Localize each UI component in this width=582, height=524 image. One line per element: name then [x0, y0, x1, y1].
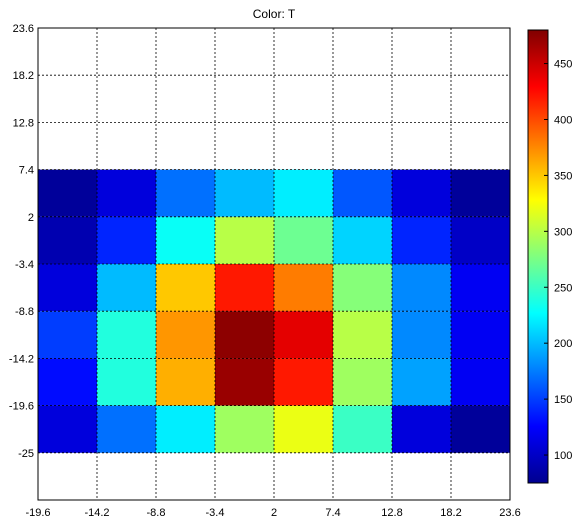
colorbar-tick-label: 200 — [554, 338, 572, 350]
heatmap-cell — [156, 264, 215, 312]
heatmap-cell — [333, 169, 392, 217]
y-tick-label: 2 — [28, 212, 34, 224]
heatmap-cell — [38, 216, 97, 264]
y-tick-label: -3.4 — [15, 259, 34, 271]
heatmap-cell — [451, 169, 510, 217]
heatmap-cell — [274, 264, 333, 312]
heatmap-cell — [274, 358, 333, 406]
heatmap-cell — [451, 264, 510, 312]
heatmap-cell — [333, 264, 392, 312]
x-tick-label: -19.6 — [25, 507, 50, 519]
colorbar-tick-label: 400 — [554, 114, 572, 126]
heatmap-cell — [97, 358, 156, 406]
colorbar-tick-label: 150 — [554, 394, 572, 406]
y-tick-label: 12.8 — [13, 117, 34, 129]
heatmap-cell — [97, 405, 156, 453]
heatmap-cell — [333, 311, 392, 359]
colorbar-tick-label: 450 — [554, 59, 572, 71]
heatmap-cell — [156, 405, 215, 453]
x-tick-label: 18.2 — [440, 507, 461, 519]
y-tick-label: 23.6 — [13, 23, 34, 35]
x-tick-label: 12.8 — [381, 507, 402, 519]
y-tick-label: -8.8 — [15, 306, 34, 318]
heatmap-cell — [333, 358, 392, 406]
heatmap-cell — [38, 169, 97, 217]
y-tick-label: -14.2 — [9, 353, 34, 365]
heatmap-cell — [392, 264, 451, 312]
heatmap-cell — [97, 169, 156, 217]
heatmap-cell — [333, 405, 392, 453]
heatmap-cell — [333, 216, 392, 264]
y-tick-label: 18.2 — [13, 70, 34, 82]
heatmap-cell — [215, 311, 274, 359]
heatmap-cell — [274, 405, 333, 453]
heatmap-cell — [274, 311, 333, 359]
heatmap-cell — [451, 311, 510, 359]
x-tick-label: -8.8 — [147, 507, 166, 519]
heatmap-cells — [38, 169, 510, 453]
colorbar-tick-label: 250 — [554, 282, 572, 294]
heatmap-cell — [97, 216, 156, 264]
y-tick-label: -19.6 — [9, 401, 34, 413]
x-tick-label: -3.4 — [206, 507, 225, 519]
heatmap-cell — [156, 216, 215, 264]
heatmap-cell — [97, 264, 156, 312]
x-tick-label: 2 — [271, 507, 277, 519]
heatmap-cell — [38, 358, 97, 406]
heatmap-cell — [274, 216, 333, 264]
plot-frame — [37, 27, 511, 501]
heatmap-cell — [274, 169, 333, 217]
y-tick-label: 7.4 — [19, 165, 34, 177]
heatmap-cell — [156, 358, 215, 406]
heatmap-cell — [392, 216, 451, 264]
heatmap-cell — [38, 264, 97, 312]
heatmap-cell — [451, 405, 510, 453]
heatmap-cell — [38, 405, 97, 453]
heatmap-cell — [215, 358, 274, 406]
colorbar-tick-label: 100 — [554, 450, 572, 462]
heatmap-cell — [392, 358, 451, 406]
heatmap-cell — [451, 358, 510, 406]
heatmap-cell — [38, 311, 97, 359]
heatmap-cell — [451, 216, 510, 264]
heatmap-cell — [156, 169, 215, 217]
heatmap-cell — [215, 169, 274, 217]
heatmap-cell — [392, 169, 451, 217]
colorbar-tick-label: 300 — [554, 226, 572, 238]
heatmap-cell — [392, 405, 451, 453]
heatmap-cell — [215, 264, 274, 312]
y-tick-label: -25 — [18, 448, 34, 460]
chart-title: Color: T — [253, 7, 296, 21]
x-tick-label: -14.2 — [84, 507, 109, 519]
heatmap-cell — [215, 216, 274, 264]
colorbar-ticks: 100 150 200 250 300 350 400 450 — [544, 59, 572, 462]
x-tick-label: 7.4 — [325, 507, 340, 519]
heatmap-cell — [97, 311, 156, 359]
x-tick-label: 23.6 — [499, 507, 520, 519]
heatmap-cell — [215, 405, 274, 453]
heatmap-cell — [156, 311, 215, 359]
colorbar — [527, 29, 549, 484]
x-axis-ticks: -19.6 -14.2 -8.8 -3.4 2 7.4 12.8 18.2 23.6 — [25, 507, 520, 519]
heatmap-cell — [392, 311, 451, 359]
y-axis-ticks: 23.6 18.2 12.8 7.4 2 -3.4 -8.8 -14.2 -19.6 -25 — [9, 23, 34, 460]
colorbar-tick-label: 350 — [554, 170, 572, 182]
